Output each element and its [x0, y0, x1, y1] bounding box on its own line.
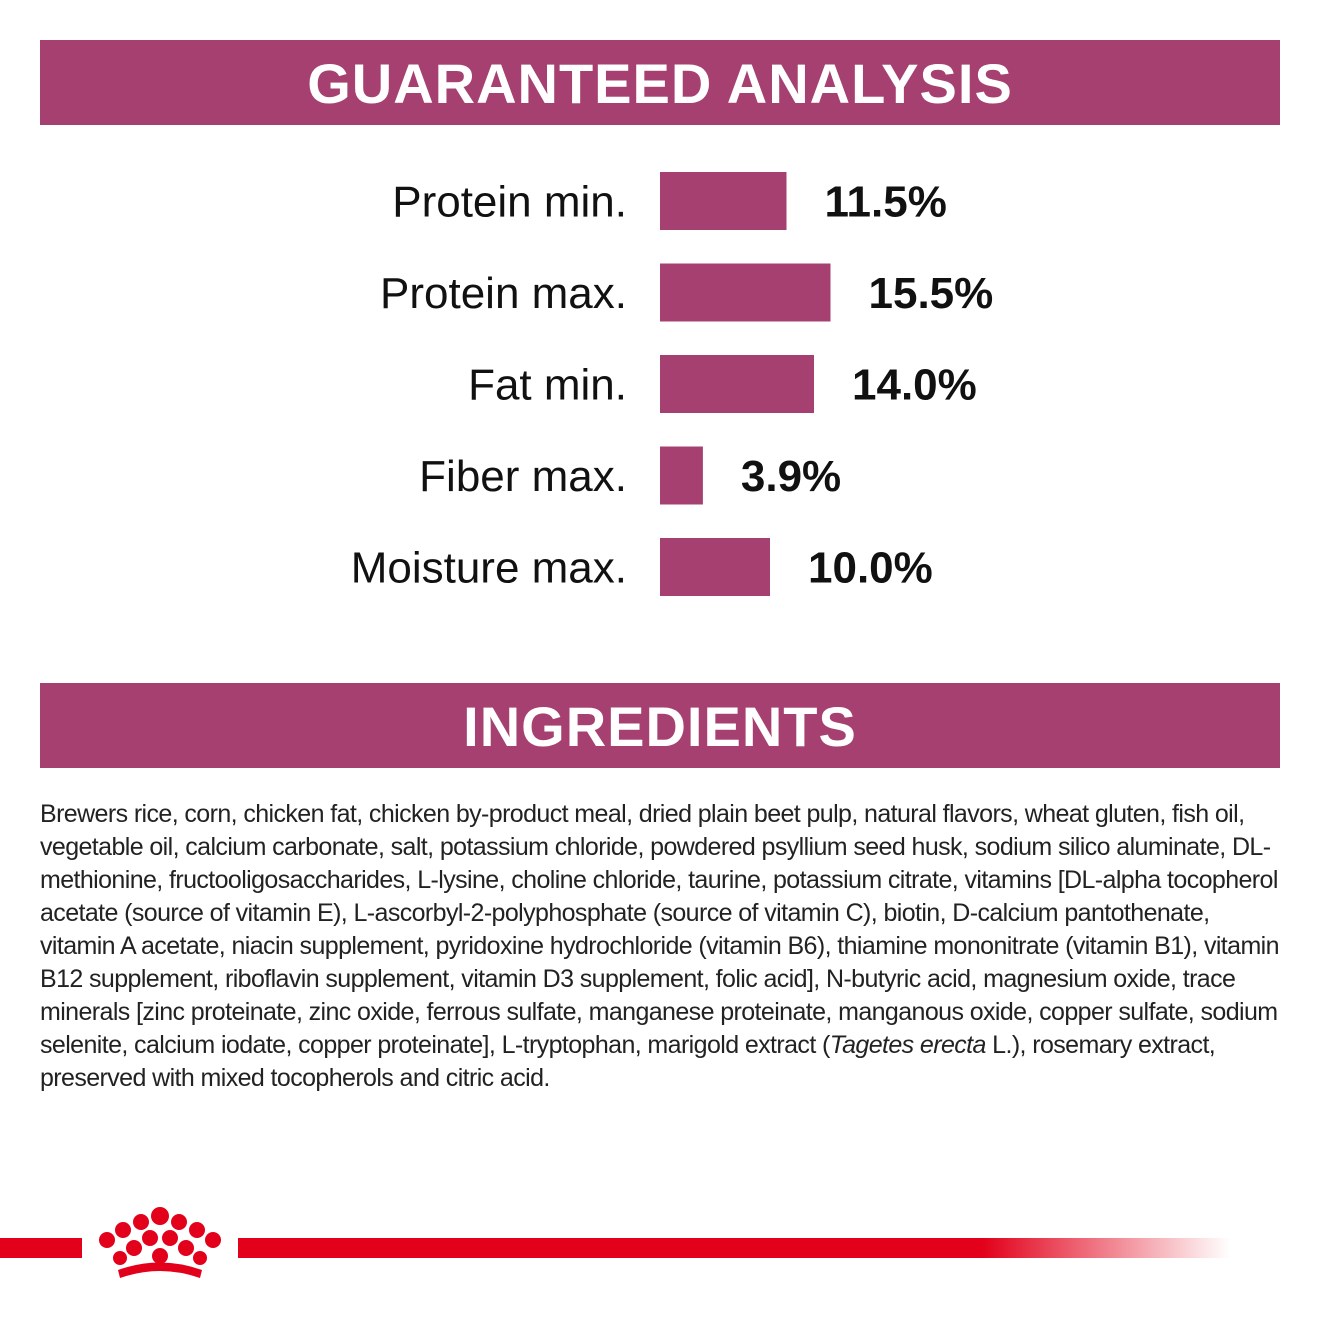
category-label: Fat min.	[468, 361, 627, 410]
category-label: Fiber max.	[419, 452, 627, 501]
text: L.), rosemary extract, preserved with mi…	[40, 1031, 1216, 1092]
brand-line	[238, 1238, 1230, 1258]
text: Tagetes erecta	[829, 1031, 987, 1059]
category-label: Protein min.	[392, 178, 627, 227]
bar	[660, 355, 814, 413]
value-label: 15.5%	[869, 269, 994, 318]
bar	[660, 263, 831, 322]
value-label: 14.0%	[852, 361, 977, 410]
section-header: GUARANTEED ANALYSIS	[40, 40, 1280, 125]
crown	[99, 1207, 221, 1278]
category-label: Moisture max.	[351, 544, 627, 593]
bar	[660, 538, 770, 596]
bar	[660, 172, 787, 230]
brand-line	[0, 1238, 82, 1258]
value-label: 11.5%	[825, 178, 947, 227]
brand-logo	[0, 1207, 1230, 1278]
chart: Protein min. 11.5% Protein max. 15.5% Fat mi…	[351, 172, 994, 596]
section-header: INGREDIENTS	[40, 683, 1280, 768]
value-label: 3.9%	[741, 452, 841, 501]
value-label: 10.0%	[808, 544, 933, 593]
text: Brewers rice, corn, chicken fat, chicken…	[40, 800, 1280, 1059]
category-label: Protein max.	[380, 269, 627, 318]
bar	[660, 446, 703, 505]
ingredients-text: Brewers rice, corn, chicken fat, chicken…	[40, 798, 1280, 1095]
